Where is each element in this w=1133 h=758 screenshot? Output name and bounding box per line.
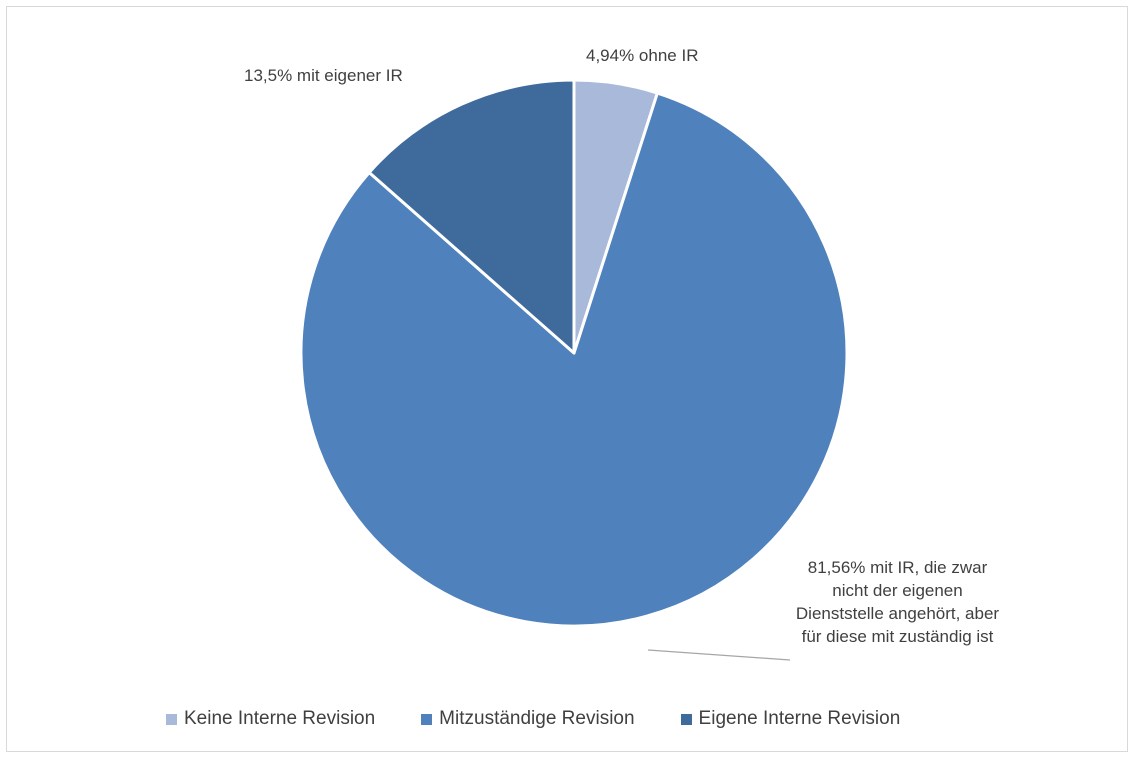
legend-label-mitzustaendig: Mitzuständige Revision bbox=[439, 708, 635, 729]
legend-label-keine: Keine Interne Revision bbox=[184, 708, 376, 729]
legend-label-eigene: Eigene Interne Revision bbox=[698, 708, 901, 729]
legend-item-keine: Keine Interne Revision bbox=[166, 708, 375, 730]
pie-slice-eigene bbox=[367, 78, 576, 355]
legend-item-mitzustaendig: Mitzuständige Revision bbox=[421, 708, 635, 730]
leader-line-mitzustaendig bbox=[647, 649, 791, 661]
legend: Keine Interne Revision Mitzuständige Rev… bbox=[166, 708, 946, 730]
legend-swatch-mitzustaendig bbox=[421, 713, 433, 725]
data-label-eigene: 13,5% mit eigener IR bbox=[244, 66, 403, 85]
data-label-mitzustaendig: 81,56% mit IR, die zwar nicht der eigene… bbox=[795, 558, 1000, 646]
legend-swatch-keine bbox=[166, 713, 177, 725]
pie-slice-mitzustaendig bbox=[299, 91, 849, 628]
data-label-keine: 4,94% ohne IR bbox=[586, 46, 699, 65]
legend-swatch-eigene bbox=[680, 713, 692, 725]
legend-item-eigene: Eigene Interne Revision bbox=[680, 708, 901, 730]
